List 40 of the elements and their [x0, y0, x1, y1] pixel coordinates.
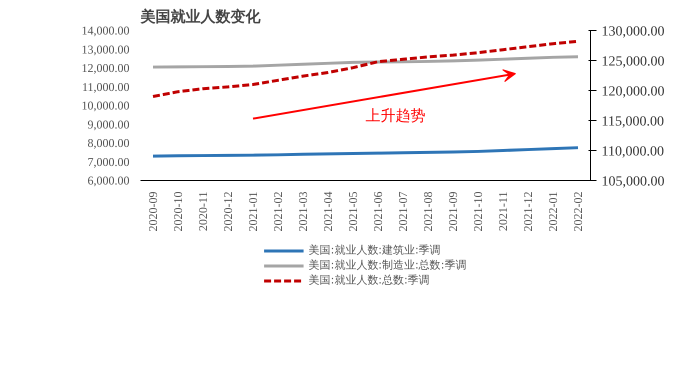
- x-tick-label: 2021-11: [496, 191, 510, 232]
- y2-tick-label: 105,000.00: [602, 174, 664, 190]
- annotation: 上升趋势: [366, 106, 426, 124]
- x-tick-label: 2022-02: [571, 191, 585, 232]
- x-tick-label: 2021-04: [321, 191, 335, 232]
- y-tick-label: 6,000.00: [88, 174, 130, 188]
- x-tick-label: 2021-03: [296, 191, 310, 232]
- y-tick-label: 8,000.00: [88, 136, 130, 150]
- legend-label: 美国:就业人数:总数:季调: [308, 272, 430, 288]
- y2-tick-label: 110,000.00: [602, 144, 664, 160]
- chart-title: 美国就业人数变化: [140, 8, 262, 26]
- x-tick-label: 2021-09: [446, 191, 460, 232]
- y2-tick-label: 125,000.00: [602, 54, 664, 70]
- y-tick-label: 9,000.00: [88, 117, 130, 132]
- x-tick-label: 2021-08: [421, 191, 435, 232]
- line-series: [152, 55, 580, 69]
- x-tick-label: 2021-06: [371, 191, 385, 232]
- x-tick-label: 2021-07: [396, 191, 410, 232]
- x-tick-label: 2021-10: [471, 191, 485, 232]
- line-series: [152, 146, 580, 158]
- legend-label: 美国:就业人数:制造业:总数:季调: [308, 258, 466, 272]
- y2-tick-label: 115,000.00: [602, 114, 664, 130]
- y-tick-label: 10,000.00: [82, 98, 130, 112]
- x-tick-label: 2022-01: [546, 191, 560, 232]
- y-tick-label: 14,000.00: [82, 24, 130, 38]
- x-tick-label: 2021-05: [346, 191, 360, 232]
- x-tick-label: 2020-10: [171, 191, 185, 232]
- legend-label: 美国:就业人数:建筑业:季调: [308, 242, 441, 258]
- x-tick-label: 2020-12: [221, 191, 235, 232]
- x-tick-label: 2021-02: [271, 191, 285, 232]
- y-tick-label: 13,000.00: [82, 42, 130, 56]
- y2-tick-label: 130,000.00: [602, 24, 664, 40]
- x-tick-label: 2020-09: [146, 191, 160, 232]
- y-tick-label: 7,000.00: [88, 154, 130, 169]
- x-tick-label: 2021-12: [521, 191, 535, 232]
- x-tick-label: 2020-11: [196, 191, 210, 232]
- y2-tick-label: 120,000.00: [602, 84, 664, 100]
- x-tick-label: 2021-01: [246, 191, 260, 232]
- y-tick-label: 11,000.00: [82, 80, 130, 94]
- y-tick-label: 12,000.00: [82, 61, 130, 75]
